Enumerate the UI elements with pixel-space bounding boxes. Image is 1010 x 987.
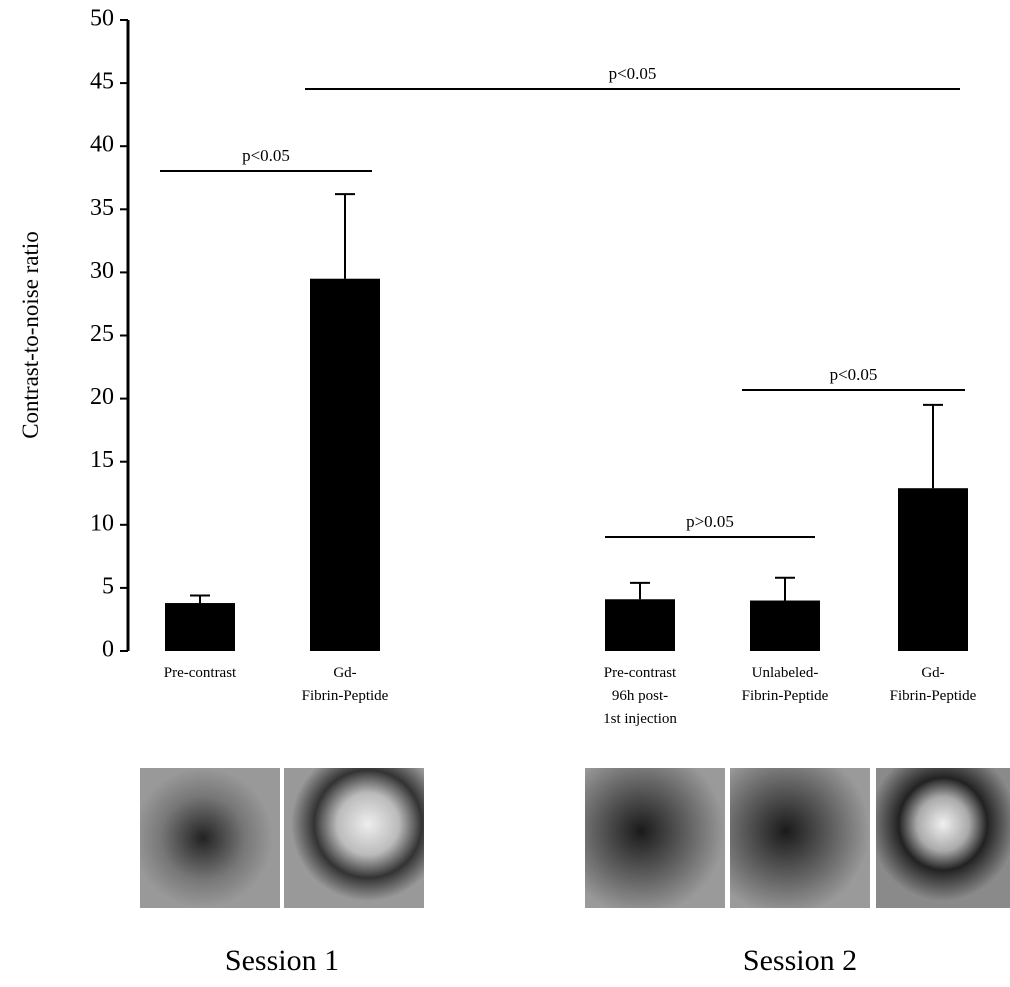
bar: [750, 601, 820, 651]
group-label: Session 1: [225, 944, 339, 977]
mri-image: [876, 768, 1010, 908]
bar: [605, 599, 675, 651]
x-tick-label: Fibrin-Peptide: [302, 688, 389, 704]
mri-image: [140, 768, 280, 908]
significance-label: p<0.05: [609, 64, 657, 83]
chart: Contrast-to-noise ratio Session 1 Sessio…: [0, 0, 1010, 987]
mri-image: [585, 768, 725, 908]
page: {"chart_data": {"type": "bar", "y_label"…: [0, 0, 1010, 987]
error-bar: [335, 194, 355, 279]
x-tick-label: Pre-contrast: [164, 665, 237, 681]
mri-images: [140, 768, 1010, 908]
error-bar: [630, 583, 650, 599]
y-tick-label: 50: [90, 6, 114, 32]
x-tick-label: Gd-: [333, 665, 356, 681]
error-bar: [923, 405, 943, 488]
significance-label: p<0.05: [830, 365, 878, 384]
x-tick-label: Fibrin-Peptide: [742, 688, 829, 704]
y-tick-label: 30: [90, 258, 114, 284]
error-bar: [775, 578, 795, 601]
y-tick-label: 15: [90, 447, 114, 473]
x-tick-label: 96h post-: [612, 688, 668, 704]
x-tick-label: Fibrin-Peptide: [890, 688, 977, 704]
y-tick-label: 0: [102, 637, 114, 663]
significance-label: p<0.05: [242, 146, 290, 165]
y-tick-label: 5: [102, 573, 114, 599]
bar: [898, 488, 968, 651]
y-axis-label: Contrast-to-noise ratio: [18, 231, 43, 439]
significance-label: p>0.05: [686, 512, 734, 531]
y-tick-label: 45: [90, 69, 114, 95]
bar: [165, 603, 235, 651]
y-tick-label: 20: [90, 384, 114, 410]
x-tick-label: Pre-contrast: [604, 665, 677, 681]
group-label: Session 2: [743, 944, 857, 977]
y-tick-label: 40: [90, 132, 114, 158]
x-tick-label: 1st injection: [603, 711, 677, 727]
y-tick-label: 25: [90, 321, 114, 347]
error-bar: [190, 595, 210, 603]
mri-image: [284, 768, 424, 908]
y-tick-label: 10: [90, 510, 114, 536]
mri-image: [730, 768, 870, 908]
x-tick-label: Unlabeled-: [752, 665, 819, 681]
bar: [310, 279, 380, 651]
x-tick-label: Gd-: [921, 665, 944, 681]
y-tick-label: 35: [90, 195, 114, 221]
